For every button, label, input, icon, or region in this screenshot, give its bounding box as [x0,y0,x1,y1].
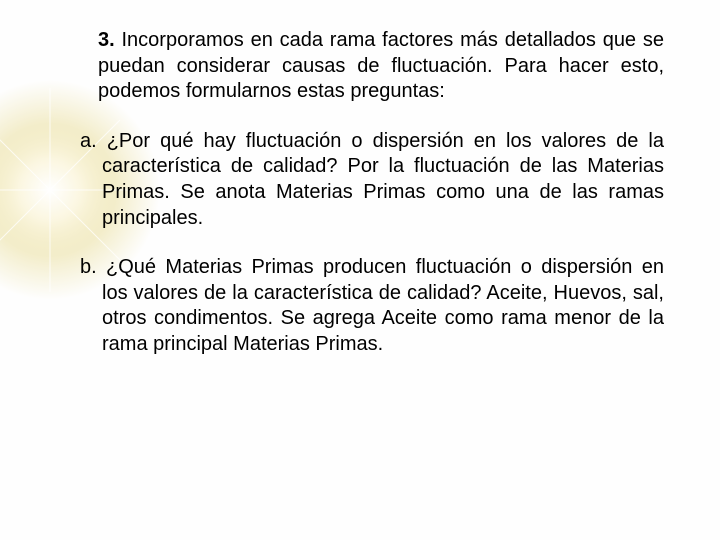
intro-text: Incorporamos en cada rama factores más d… [98,29,664,102]
intro-paragraph: 3. Incorporamos en cada rama factores má… [98,28,664,105]
slide-content: 3. Incorporamos en cada rama factores má… [0,0,720,410]
list-item-b: b. ¿Qué Materias Primas producen fluctua… [80,255,664,357]
intro-number: 3. [98,29,115,51]
list-item-a: a. ¿Por qué hay fluctuación o dispersión… [80,129,664,231]
